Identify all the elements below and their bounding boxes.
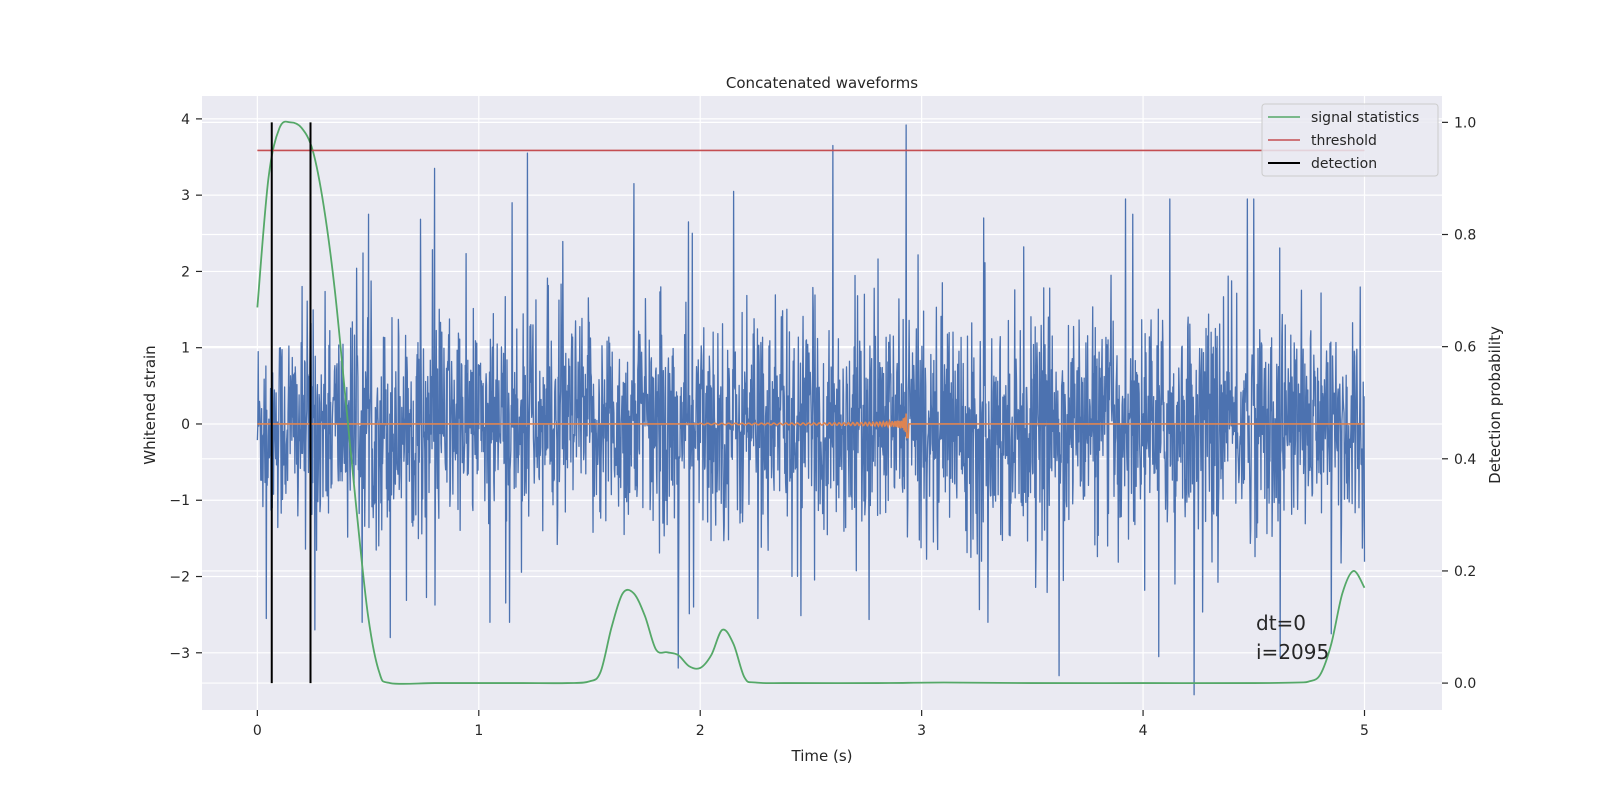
- y-tick-label: 1: [181, 341, 190, 357]
- legend-label-detection: detection: [1311, 156, 1377, 172]
- right-y-tick-label: 0.4: [1454, 452, 1476, 468]
- right-y-tick-label: 1.0: [1454, 115, 1476, 131]
- x-tick-label: 1: [474, 723, 483, 739]
- x-tick-label: 0: [253, 723, 262, 739]
- x-axis-label: Time (s): [791, 747, 853, 765]
- annotation-index: i=2095: [1256, 640, 1329, 664]
- annotation-dt: dt=0: [1256, 611, 1306, 635]
- right-y-tick-label: 0.2: [1454, 564, 1476, 580]
- x-tick-label: 2: [696, 723, 705, 739]
- right-y-tick-label: 0.0: [1454, 676, 1476, 692]
- legend-box: [1261, 103, 1439, 177]
- chart-title: Concatenated waveforms: [726, 74, 918, 92]
- y-tick-label: 4: [181, 112, 190, 128]
- legend-label-threshold: threshold: [1311, 133, 1377, 149]
- axes: 0 1 2 3 4 5 −3 −2 −1 0 1 2 3 4 0.0 0.2 0.4 0.6 0.8 1.0: [169, 112, 1476, 739]
- y-tick-label: 0: [181, 417, 190, 433]
- injected-chirp-line: [257, 413, 1365, 439]
- legend-label-signal-statistics: signal statistics: [1311, 110, 1419, 126]
- data-series: [256, 120, 1366, 696]
- y-tick-label: 2: [181, 264, 190, 280]
- y-tick-label: −1: [169, 493, 190, 509]
- legend: signal statistics threshold detection: [1261, 103, 1439, 177]
- right-y-axis-label: Detection probability: [1486, 326, 1504, 484]
- strain-noise-line: [256, 124, 1366, 696]
- x-tick-label: 5: [1360, 723, 1369, 739]
- y-axis-label: Whitened strain: [141, 345, 159, 464]
- right-y-tick-label: 0.6: [1454, 340, 1476, 356]
- x-tick-label: 3: [917, 723, 926, 739]
- x-tick-label: 4: [1139, 723, 1148, 739]
- right-y-tick-label: 0.8: [1454, 228, 1476, 244]
- y-tick-label: 3: [181, 188, 190, 204]
- y-tick-label: −2: [169, 570, 190, 586]
- signal-statistics-line: [256, 120, 1366, 685]
- y-tick-label: −3: [169, 646, 190, 662]
